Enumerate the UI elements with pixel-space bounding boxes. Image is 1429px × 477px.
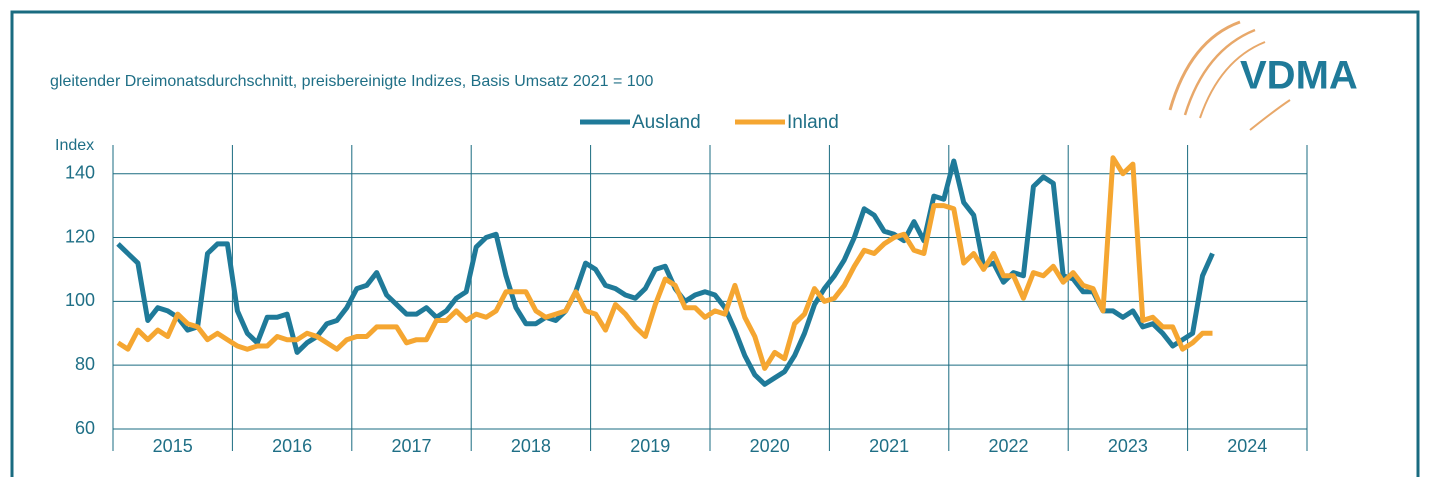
series-line <box>116 158 1215 387</box>
x-tick-label: 2024 <box>1227 436 1267 456</box>
x-tick-label: 2023 <box>1108 436 1148 456</box>
x-tick-label: 2022 <box>988 436 1028 456</box>
y-tick-label: 100 <box>65 290 95 310</box>
logo: VDMA <box>1168 20 1358 131</box>
legend-label: Ausland <box>632 112 701 133</box>
y-tick-label: 80 <box>75 354 95 374</box>
x-tick-label: 2021 <box>869 436 909 456</box>
x-tick-label: 2020 <box>750 436 790 456</box>
x-tick-label: 2017 <box>391 436 431 456</box>
y-tick-label: 140 <box>65 162 95 182</box>
x-tick-label: 2016 <box>272 436 312 456</box>
legend-label: Inland <box>787 112 839 133</box>
y-tick-label: 60 <box>75 418 95 438</box>
x-tick-label: 2015 <box>153 436 193 456</box>
logo-text: VDMA <box>1240 54 1358 98</box>
x-tick-label: 2019 <box>630 436 670 456</box>
x-tick-label: 2018 <box>511 436 551 456</box>
y-axis-label: Index <box>55 137 94 154</box>
series-line <box>116 155 1213 371</box>
y-tick-label: 120 <box>65 226 95 246</box>
frame <box>10 10 1420 477</box>
subtitle: gleitender Dreimonatsdurchschnitt, preis… <box>50 73 654 90</box>
